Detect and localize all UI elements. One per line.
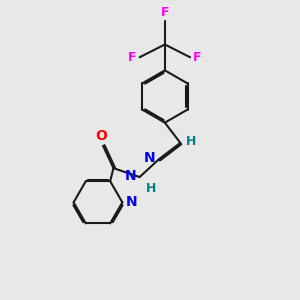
Text: O: O (96, 129, 107, 143)
Text: F: F (160, 6, 169, 19)
Text: H: H (146, 182, 157, 195)
Text: N: N (144, 151, 155, 165)
Text: H: H (186, 135, 196, 148)
Text: F: F (193, 51, 202, 64)
Text: N: N (124, 169, 136, 183)
Text: F: F (128, 51, 136, 64)
Text: N: N (126, 195, 137, 209)
